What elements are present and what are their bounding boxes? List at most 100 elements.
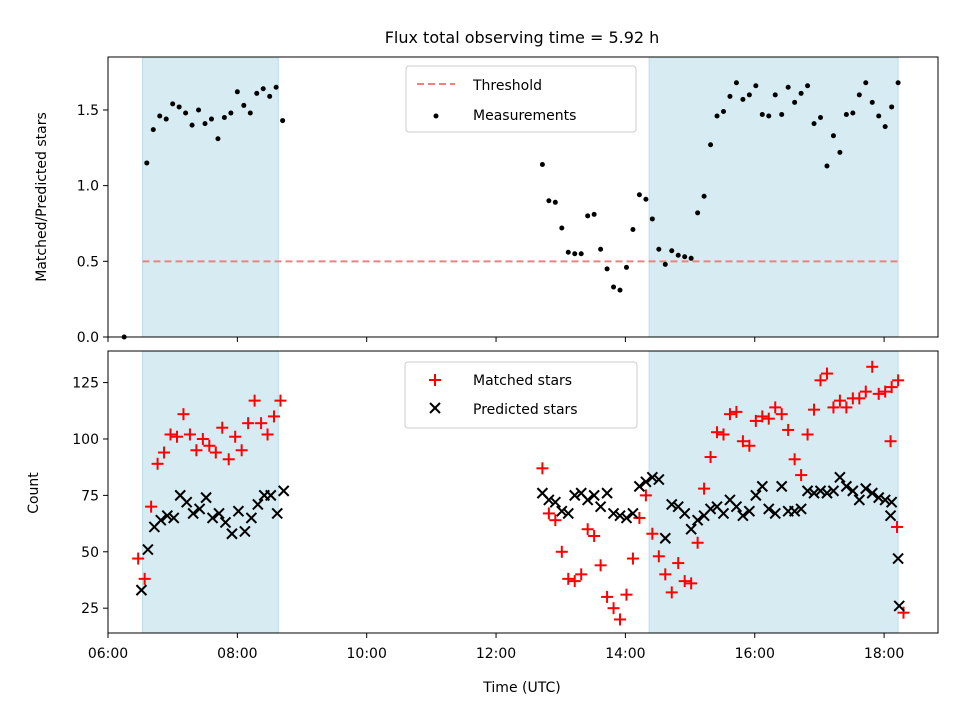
predicted-stars-point (893, 600, 905, 612)
matched-stars-point (730, 405, 743, 418)
predicted-stars-point (277, 485, 290, 497)
measurement-point (260, 86, 266, 92)
shaded-interval (648, 56, 899, 338)
measurement-point (649, 216, 655, 222)
matched-stars-point (866, 360, 879, 373)
matched-stars-point (255, 417, 268, 430)
predicted-stars-point (549, 496, 562, 508)
measurement-point (708, 142, 714, 148)
measurement-point (811, 121, 817, 127)
measurement-point (895, 80, 901, 86)
matched-stars-point (827, 401, 840, 414)
matched-stars-point (248, 394, 261, 407)
measurement-point (695, 210, 701, 216)
matched-stars-point (685, 577, 698, 590)
predicted-stars-point (556, 505, 568, 517)
matched-stars-point (562, 572, 575, 585)
measurement-point (766, 113, 772, 119)
predicted-stars-point (860, 482, 872, 495)
matched-stars-point (268, 410, 280, 423)
predicted-stars-point (135, 584, 148, 596)
matched-stars-point (158, 446, 171, 459)
matched-stars-point (892, 374, 905, 387)
measurement-point (656, 246, 662, 252)
measurement-point (701, 193, 707, 199)
legend-predicted-label: Predicted stars (473, 402, 578, 418)
y-tick-label: 0.5 (77, 254, 99, 270)
top-legend: Threshold Measurements (405, 65, 637, 133)
measurement-point (630, 227, 636, 233)
matched-stars-point (549, 514, 562, 527)
legend-measurements-swatch (433, 113, 439, 119)
measurement-point (604, 266, 610, 272)
predicted-stars-point (213, 507, 225, 520)
predicted-stars-point (161, 509, 173, 522)
matched-stars-point (814, 374, 827, 387)
x-tick-label: 06:00 (88, 646, 128, 662)
measurement-point (863, 80, 869, 86)
measurement-point (228, 110, 234, 116)
matched-stars-point (704, 451, 717, 464)
matched-stars-point (151, 457, 164, 470)
matched-stars-point (808, 403, 821, 416)
chart-title: Flux total observing time = 5.92 h (385, 28, 660, 47)
top-y-axis-label: Matched/Predicted stars (34, 112, 50, 282)
matched-stars-point (749, 414, 762, 427)
measurement-point (785, 84, 791, 90)
predicted-stars-point (775, 480, 788, 493)
measurement-point (144, 160, 150, 166)
legend-threshold-label: Threshold (472, 78, 542, 94)
measurement-point (273, 84, 279, 90)
measurement-point (221, 115, 227, 121)
measurement-point (157, 113, 163, 119)
predicted-stars-point (653, 473, 665, 486)
predicted-stars-point (873, 491, 885, 504)
matched-stars-point (274, 394, 287, 407)
measurement-point (170, 101, 176, 107)
matched-stars-point (833, 394, 846, 407)
top-shaded-intervals (141, 56, 899, 338)
predicted-stars-point (640, 476, 652, 488)
measurement-point (805, 83, 811, 89)
matched-stars-point (652, 550, 665, 563)
measurement-point (759, 112, 765, 118)
measurement-point (150, 127, 156, 133)
measurement-point (208, 116, 214, 122)
predicted-stars-point (206, 512, 219, 524)
measurement-point (682, 254, 688, 260)
predicted-stars-point (569, 489, 581, 502)
predicted-stars-point (884, 509, 897, 522)
measurement-point (688, 255, 694, 261)
matched-stars-point (723, 408, 736, 421)
matched-stars-point (769, 401, 782, 414)
predicted-stars-point (627, 507, 639, 520)
predicted-stars-point (801, 485, 814, 497)
x-tick-label: 16:00 (735, 646, 775, 662)
measurement-point (591, 211, 597, 217)
predicted-stars-point (808, 487, 820, 499)
measurement-point (792, 99, 798, 105)
measurement-point (247, 110, 253, 116)
measurement-point (267, 93, 273, 99)
matched-stars-point (203, 439, 216, 452)
predicted-stars-point (200, 491, 212, 504)
measurement-point (598, 246, 604, 252)
matched-stars-point (620, 588, 633, 601)
measurement-point (889, 104, 895, 110)
predicted-stars-point (271, 507, 283, 520)
x-tick-label: 12:00 (476, 646, 516, 662)
matched-stars-point (872, 387, 885, 400)
predicted-stars-point (853, 494, 866, 506)
shaded-interval (141, 56, 279, 338)
predicted-stars-point (245, 512, 258, 524)
matched-stars-point (601, 590, 614, 603)
matched-stars-point (801, 428, 814, 441)
legend-predicted-swatch (429, 402, 441, 414)
matched-stars-point (782, 423, 795, 436)
matched-stars-point (711, 426, 724, 439)
measurement-point (189, 122, 195, 128)
matched-stars-point (542, 507, 555, 520)
matched-stars-point (891, 520, 904, 533)
measurement-point (546, 198, 552, 204)
